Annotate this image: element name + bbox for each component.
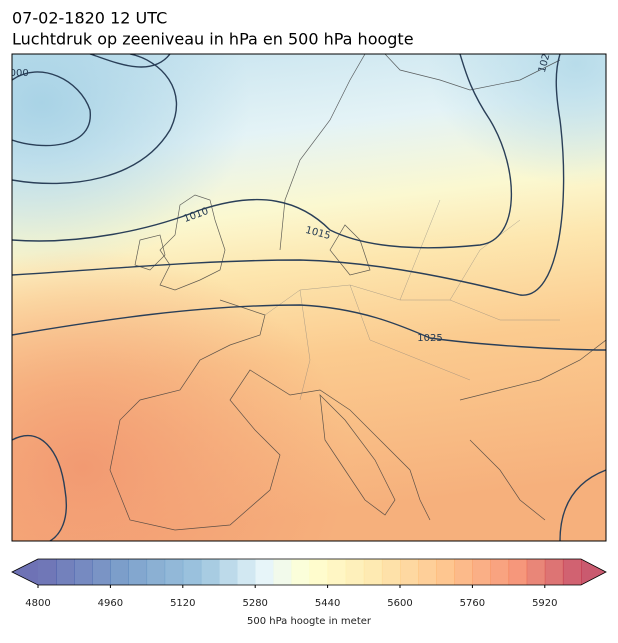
- colorbar-tick-label: 5440: [315, 598, 340, 609]
- coastline: [459, 339, 606, 521]
- height-field-high: [12, 54, 606, 541]
- contour-label: 1025: [417, 333, 442, 344]
- colorbar-tick-label: 5600: [387, 598, 412, 609]
- colorbar-swatch: [255, 559, 274, 585]
- colorbar-swatch: [237, 559, 256, 585]
- isobar: [12, 71, 91, 147]
- colorbar: 4800 4960 5120 5280 5440 5600 5760 5920: [11, 558, 607, 609]
- colorbar-swatch: [381, 559, 401, 585]
- isobar: [12, 434, 67, 541]
- isobar: [89, 54, 171, 68]
- colorbar-swatch: [363, 559, 383, 585]
- colorbar-swatch: [454, 559, 473, 585]
- map: 1000 1010 1015 1025 1020: [3, 54, 606, 541]
- isobar: [559, 469, 606, 541]
- isobar: [12, 54, 513, 249]
- isobar: [12, 54, 565, 296]
- map-frame: [11, 53, 607, 542]
- map-title: Luchtdruk op zeeniveau in hPa en 500 hPa…: [12, 30, 414, 49]
- coastline: [319, 394, 396, 516]
- colorbar-tick-label: 5120: [170, 598, 195, 609]
- colorbar-swatch: [436, 559, 455, 585]
- date-title: 07-02-1820 12 UTC: [12, 9, 167, 28]
- colorbar-swatch: [472, 559, 491, 585]
- colorbar-swatch: [544, 559, 564, 585]
- isobar: [12, 304, 606, 351]
- colorbar-swatch: [291, 559, 310, 585]
- coastline: [109, 299, 431, 531]
- colorbar-swatch: [110, 559, 129, 585]
- colorbar-swatch: [526, 559, 546, 585]
- colorbar-outline: [11, 558, 607, 586]
- contour-label: 1000: [3, 68, 28, 79]
- colorbar-tick-label: 5920: [532, 598, 557, 609]
- colorbar-swatch: [164, 559, 184, 585]
- colorbar-swatch: [56, 559, 75, 585]
- colorbar-swatch: [128, 559, 148, 585]
- coastline: [159, 194, 226, 291]
- colorbar-swatch: [182, 559, 202, 585]
- colorbar-tick-label: 5760: [460, 598, 485, 609]
- colorbar-swatch: [74, 559, 93, 585]
- colorbar-extend: [581, 559, 606, 585]
- colorbar-swatch: [345, 559, 365, 585]
- coastline: [279, 54, 561, 251]
- colorbar-extend: [12, 559, 38, 585]
- colorbar-swatch: [273, 559, 292, 585]
- colorbar-swatch: [219, 559, 238, 585]
- colorbar-swatch: [418, 559, 437, 585]
- colorbar-swatch: [562, 559, 582, 585]
- colorbar-tick-label: 5280: [242, 598, 267, 609]
- isobar: [12, 54, 177, 185]
- colorbar-swatch: [200, 559, 220, 585]
- colorbar-swatch: [38, 559, 57, 585]
- coastline: [329, 224, 371, 276]
- colorbar-swatch: [327, 559, 347, 585]
- coastline: [134, 234, 166, 271]
- colorbar-label: 500 hPa hoogte in meter: [247, 616, 372, 627]
- border: [264, 199, 560, 401]
- colorbar-tick-label: 4960: [98, 598, 123, 609]
- colorbar-swatch: [400, 559, 419, 585]
- colorbar-swatch: [508, 559, 528, 585]
- colorbar-swatch: [146, 559, 166, 585]
- colorbar-tick-label: 4800: [25, 598, 50, 609]
- colorbar-swatch: [490, 559, 510, 585]
- colorbar-swatch: [309, 559, 329, 585]
- colorbar-swatch: [92, 559, 111, 585]
